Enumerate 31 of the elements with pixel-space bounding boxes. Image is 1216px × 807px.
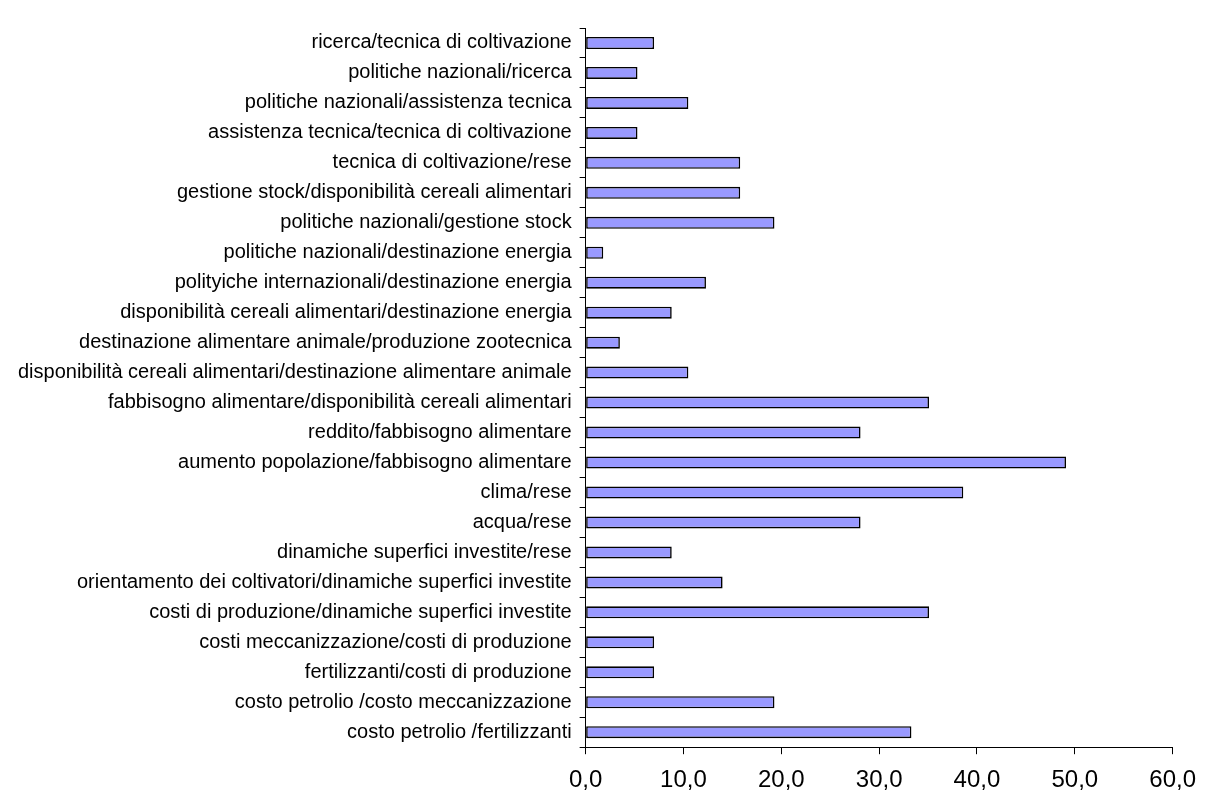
y-tick-label: assistenza tecnica/tecnica di coltivazione [208, 120, 572, 143]
x-tick-label: 30,0 [855, 765, 903, 793]
y-tick-label: disponibilità cereali alimentari/destinazione energia [120, 300, 573, 323]
y-tick-label: tecnica di coltivazione/rese [332, 150, 572, 173]
y-tick-label: fabbisogno alimentare/disponibilità cereali alimentari [108, 390, 572, 413]
x-tick-label: 40,0 [953, 765, 1001, 793]
y-tick-label: destinazione alimentare animale/produzione zootecnica [79, 330, 573, 353]
y-tick-label: disponibilità cereali alimentari/destinazione alimentare animale [17, 360, 572, 383]
y-tick-label: politiche nazionali/destinazione energia [223, 240, 573, 263]
y-tick-label: dinamiche superfici investite/rese [277, 539, 572, 562]
x-tick-label: 10,0 [660, 765, 707, 793]
y-tick-label: politiche nazionali/ricerca [348, 60, 573, 83]
y-tick-label: acqua/rese [472, 509, 572, 532]
y-tick-label: costi di produzione/dinamiche superfici investite [149, 599, 572, 622]
x-tick-label: 0,0 [568, 765, 603, 793]
y-tick-label: politiche nazionali/assistenza tecnica [244, 90, 573, 113]
y-tick-label: costo petrolio /fertilizzanti [347, 719, 572, 742]
y-tick-label: clima/rese [480, 480, 572, 502]
y-tick-label: reddito/fabbisogno alimentare [308, 420, 572, 443]
y-tick-label: politiche nazionali/gestione stock [280, 210, 573, 233]
y-tick-label: costi meccanizzazione/costi di produzione [199, 629, 572, 652]
x-tick-label: 60,0 [1149, 765, 1196, 793]
y-tick-label: fertilizzanti/costi di produzione [304, 659, 572, 682]
y-tick-label: ricerca/tecnica di coltivazione [311, 30, 572, 53]
x-tick-label: 50,0 [1051, 765, 1099, 793]
y-tick-label: orientamento dei coltivatori/dinamiche superfici investite [76, 569, 572, 592]
y-tick-label: gestione stock/disponibilità cereali alimentari [176, 180, 572, 203]
y-tick-label: costo petrolio /costo meccanizzazione [234, 689, 572, 712]
y-tick-label: polityiche internazionali/destinazione energia [174, 270, 573, 293]
x-tick-label: 20,0 [757, 765, 805, 793]
y-tick-label: aumento popolazione/fabbisogno alimentare [178, 450, 572, 473]
